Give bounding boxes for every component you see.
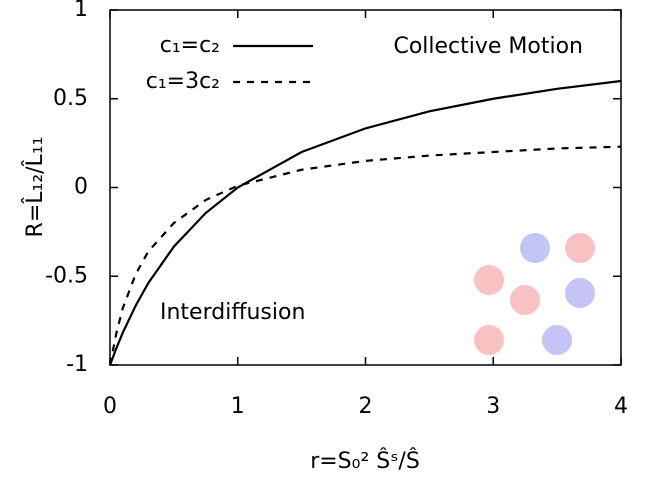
legend-label: c₁=3c₂ [146,69,220,94]
y-tick-label: -0.5 [45,263,88,288]
particle [565,233,595,263]
y-tick-label: -1 [66,352,88,377]
legend-label: c₁=c₂ [160,33,220,58]
x-tick-label: 4 [614,394,628,419]
particle [565,278,595,308]
x-axis-label: r=S₀² Ŝˢ/Ŝ [310,448,420,474]
y-tick-label: 0.5 [53,86,88,111]
annotation: Collective Motion [393,34,583,59]
x-tick-label: 3 [486,394,500,419]
particle [474,325,504,355]
x-tick-label: 1 [231,394,245,419]
y-tick-label: 0 [74,175,88,200]
annotation: Interdiffusion [160,300,305,325]
x-tick-label: 2 [359,394,373,419]
particle [474,265,504,295]
x-tick-label: 0 [103,394,117,419]
particle [510,285,540,315]
y-axis-label: R=L̂₁₂/L̂₁₁ [22,137,48,238]
particle [520,233,550,263]
particle [542,325,572,355]
y-tick-label: 1 [74,0,88,22]
chart: r=S₀² Ŝˢ/Ŝ R=L̂₁₂/L̂₁₁ Collective Motion… [0,0,647,479]
